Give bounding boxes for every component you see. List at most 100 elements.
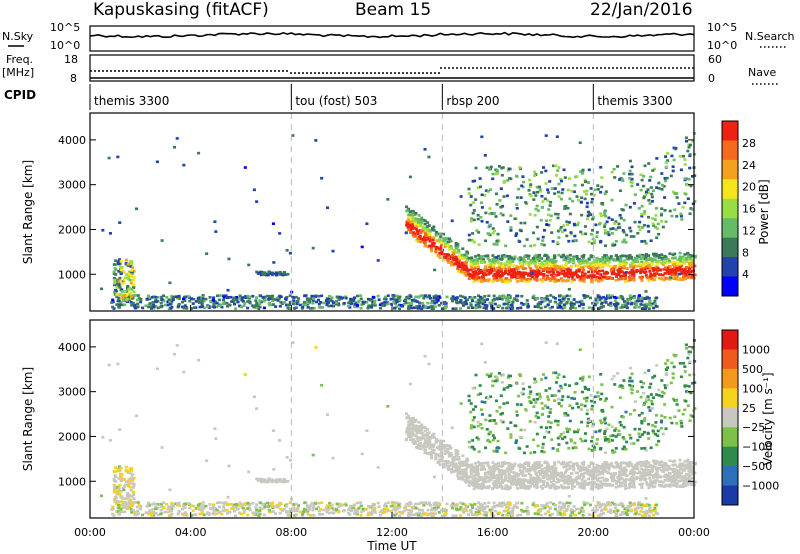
power-cell <box>428 239 432 243</box>
power-cell <box>590 192 594 196</box>
velocity-cell <box>414 434 418 438</box>
power-cell <box>119 293 123 296</box>
power-cell <box>680 264 684 268</box>
power-cell <box>589 267 593 271</box>
power-cell <box>625 267 629 270</box>
power-cell <box>325 297 329 301</box>
power-cell <box>254 304 258 307</box>
power-cell <box>628 205 632 209</box>
power-cell <box>119 259 123 263</box>
power-cell <box>674 147 678 150</box>
power-cell <box>436 246 440 249</box>
velocity-cell <box>118 483 122 487</box>
power-cell <box>689 207 693 210</box>
power-cell <box>425 226 429 230</box>
power-cell <box>678 266 682 269</box>
velocity-cell <box>135 505 139 509</box>
power-cell <box>628 169 632 173</box>
power-cell <box>116 279 120 282</box>
velocity-cell <box>437 511 441 514</box>
velocity-cell <box>527 512 531 515</box>
power-cell <box>565 301 569 304</box>
velocity-cell <box>427 439 431 442</box>
velocity-cell <box>130 495 134 498</box>
velocity-cell <box>636 471 640 475</box>
velocity-cell <box>482 513 486 517</box>
power-cell <box>169 306 173 310</box>
power-cell <box>634 300 638 304</box>
power-cell <box>494 172 498 176</box>
power-cell <box>516 307 520 310</box>
velocity-cell <box>539 509 543 513</box>
power-cell <box>269 295 273 298</box>
power-cell <box>162 294 166 298</box>
power-cell <box>197 300 201 303</box>
velocity-cell <box>390 509 394 513</box>
power-cell <box>670 268 674 271</box>
power-cell <box>485 298 489 301</box>
power-cell <box>506 169 510 172</box>
power-cell <box>628 256 632 260</box>
velocity-cell <box>595 473 599 477</box>
velocity-cell <box>533 512 537 515</box>
power-cell <box>647 199 651 202</box>
power-cell <box>586 265 590 269</box>
power-cell <box>678 255 682 259</box>
velocity-cell <box>359 501 363 504</box>
velocity-cell <box>110 508 114 511</box>
velocity-cell <box>117 467 121 471</box>
power-cell <box>557 182 561 186</box>
power-cell <box>632 296 636 300</box>
velocity-cell <box>317 501 321 505</box>
power-cell <box>522 180 526 184</box>
power-cell <box>469 303 473 307</box>
velocity-cell <box>409 510 413 514</box>
power-cell <box>641 255 645 259</box>
velocity-cell <box>644 468 648 472</box>
power-cell <box>474 306 478 310</box>
power-cell <box>569 232 573 236</box>
power-cell <box>642 270 646 274</box>
power-cell <box>572 278 576 281</box>
power-cell <box>685 265 689 269</box>
velocity-cell <box>636 503 640 507</box>
power-cell <box>407 207 411 211</box>
power-cell <box>567 239 571 243</box>
power-cell <box>497 263 501 267</box>
power-cell <box>601 269 605 273</box>
power-cell <box>613 222 617 225</box>
power-cell <box>547 213 551 217</box>
velocity-cell <box>202 513 206 517</box>
velocity-cell <box>162 506 166 510</box>
power-cell <box>668 259 672 263</box>
power-cell <box>118 286 122 289</box>
velocity-cell <box>188 506 192 510</box>
power-cell <box>656 222 660 226</box>
power-cell <box>604 263 608 266</box>
power-cell <box>527 274 531 277</box>
power-cell <box>523 271 527 275</box>
power-cell <box>116 262 120 266</box>
velocity-cell <box>298 510 302 514</box>
power-cell <box>623 300 627 304</box>
velocity-cell <box>507 472 511 476</box>
power-cell <box>641 307 645 310</box>
power-cell <box>538 185 542 189</box>
power-cell <box>411 216 415 219</box>
power-cell <box>131 294 135 297</box>
power-cell <box>560 272 564 275</box>
power-cell <box>476 268 480 271</box>
velocity-cell <box>357 506 361 510</box>
power-cell <box>154 298 158 302</box>
velocity-cell <box>131 486 135 489</box>
power-cell <box>578 269 582 272</box>
power-cell <box>215 301 219 305</box>
power-cell <box>607 294 611 297</box>
velocity-cell <box>306 505 310 509</box>
power-cell <box>459 263 463 267</box>
power-cell <box>600 301 604 305</box>
power-cell <box>121 280 125 283</box>
power-cell <box>356 304 360 307</box>
power-cell <box>655 263 659 267</box>
power-cell <box>462 264 466 267</box>
